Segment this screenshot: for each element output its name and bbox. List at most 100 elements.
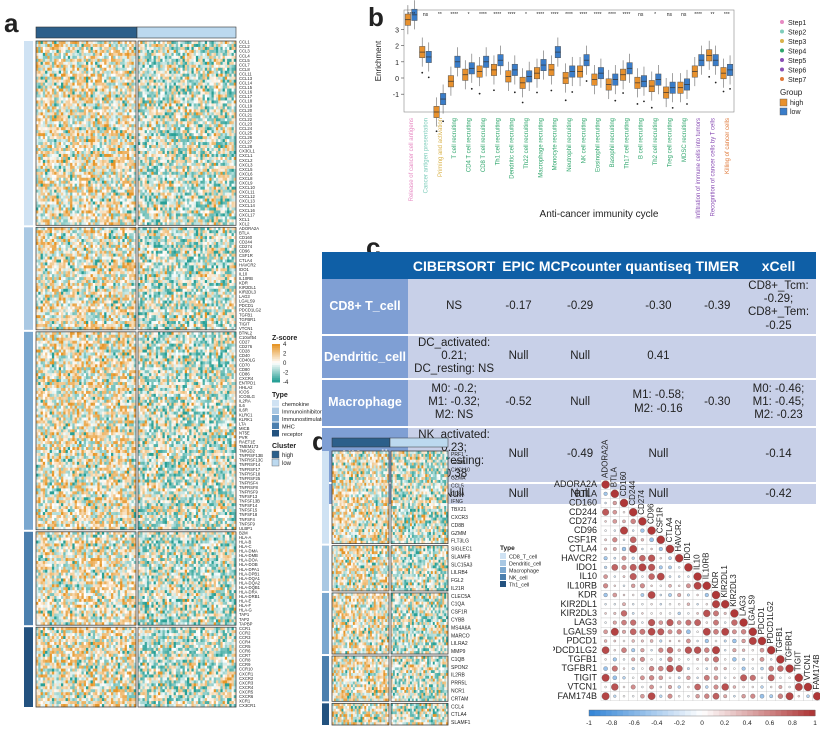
category-label-b: Th22 cell recruiting <box>524 118 530 169</box>
corr-circle <box>605 530 607 532</box>
corr-circle <box>706 603 708 605</box>
outlier-b <box>723 91 725 93</box>
type-swatch <box>272 430 279 437</box>
step-legend-label: Step6 <box>788 68 806 75</box>
category-label-b: T cell recruiting <box>452 118 458 159</box>
gene-label-d: CRTAM <box>451 696 468 702</box>
corr-circle <box>668 566 671 569</box>
corr-circle <box>641 648 645 652</box>
corr-circle <box>752 649 754 651</box>
type-bar-d-1 <box>322 546 329 591</box>
gene-label-d: CD8A <box>451 491 465 497</box>
corr-circle <box>648 555 655 562</box>
corr-circle <box>668 630 672 634</box>
type-legend-label-d: Macrophage <box>509 569 539 575</box>
gene-label-d: SPON2 <box>451 665 468 671</box>
corr-circle <box>614 649 616 651</box>
corr-circle <box>694 573 702 581</box>
gene-label-d: GZMB <box>451 460 466 466</box>
corr-circle <box>713 693 719 699</box>
table-cell: M0: -0.2; M1: -0.32; M2: NS <box>408 379 500 427</box>
corr-circle <box>750 675 756 681</box>
cluster-legend-label: high <box>282 453 293 459</box>
corr-circle <box>733 695 735 697</box>
gene-label-d: CYBB <box>451 618 465 624</box>
corr-circle <box>621 620 626 625</box>
outlier-b <box>637 103 639 105</box>
cluster-bar-high-d <box>332 438 390 447</box>
ytick-label-b: -1 <box>393 92 399 99</box>
gene-label-d: IL2RB <box>451 673 466 679</box>
corr-circle <box>641 593 644 596</box>
category-label-b: Killing of cancer cells <box>725 118 731 174</box>
significance-b: **** <box>551 12 559 18</box>
corr-circle <box>659 695 662 698</box>
gene-label-d: LILRA2 <box>451 641 468 647</box>
corr-circle <box>695 684 701 690</box>
ytick-label-b: 3 <box>395 27 399 34</box>
gene-label-d: IFNG <box>451 499 463 505</box>
corr-circle <box>639 555 645 561</box>
ytick-label-b: 0 <box>395 76 399 83</box>
type-legend-label-d: Dendritic_cell <box>509 562 541 568</box>
corr-circle <box>605 658 607 660</box>
zscore-legend-title: Z-score <box>272 335 297 342</box>
type-legend-label: chemokine <box>282 402 309 408</box>
corr-circle <box>668 694 673 699</box>
gene-label-d: MS4A6A <box>451 625 471 631</box>
col-label-e: CD244 <box>628 480 637 505</box>
cluster-bar-low-d <box>390 438 448 447</box>
gene-label-d: GZMA <box>451 476 466 482</box>
corr-circle <box>641 612 643 614</box>
corr-circle <box>623 695 625 697</box>
gene-label-d: PRR5L <box>451 681 467 687</box>
corr-circle <box>605 686 607 688</box>
significance-b: * <box>468 12 470 18</box>
outlier-b <box>672 107 674 109</box>
col-label-e: FAM174B <box>812 654 820 689</box>
type-bar-1 <box>24 227 33 330</box>
cluster-legend-title: Cluster <box>272 443 296 450</box>
corr-circle <box>733 685 736 688</box>
corr-circle <box>752 668 754 670</box>
outlier-b <box>471 88 473 90</box>
category-label-b: Eosinophil recruiting <box>596 118 602 172</box>
col-label-e: KDR <box>711 571 720 588</box>
heat-d-high-0 <box>332 451 389 544</box>
category-label-b: Release of cancer cell antigens <box>409 118 415 201</box>
outlier-b <box>622 92 624 94</box>
corr-circle <box>795 683 803 691</box>
corr-circle <box>704 675 709 680</box>
significance-b: **** <box>622 12 630 18</box>
corr-circle <box>770 686 772 688</box>
corr-circle <box>660 557 662 559</box>
step-legend-dot <box>780 58 784 62</box>
group-legend-title: Group <box>780 88 803 97</box>
corr-circle <box>660 612 662 614</box>
corr-circle <box>697 668 699 670</box>
col-label-e: KIR2DL3 <box>729 574 738 607</box>
col-header-epic: EPIC <box>500 252 537 279</box>
type-swatch-d <box>500 553 506 559</box>
corr-circle <box>632 603 634 605</box>
gene-label-d: MMP9 <box>451 649 466 655</box>
corr-circle <box>613 593 617 597</box>
corr-circle <box>713 620 718 625</box>
corr-circle <box>648 693 655 700</box>
corr-circle <box>740 619 748 627</box>
heat-d-low-1 <box>391 546 448 592</box>
col-label-e: LAG3 <box>738 595 747 616</box>
step-legend-dot <box>780 30 784 34</box>
col-label-e: CSF1R <box>656 507 665 533</box>
category-label-b: Infiltration of immune cells into tumors <box>696 118 702 219</box>
corr-circle <box>721 600 729 608</box>
step-legend-label: Step3 <box>788 39 806 46</box>
significance-b: ns <box>423 12 429 18</box>
row-header: Macrophage <box>322 379 408 427</box>
outlier-b <box>479 93 481 95</box>
plot-area-b <box>404 10 734 112</box>
gene-label-d: CXCL10 <box>451 468 470 474</box>
gene-label-d: GZMM <box>451 531 466 537</box>
colorbar-tick-e: -1 <box>586 720 592 727</box>
corr-circle <box>777 666 783 672</box>
